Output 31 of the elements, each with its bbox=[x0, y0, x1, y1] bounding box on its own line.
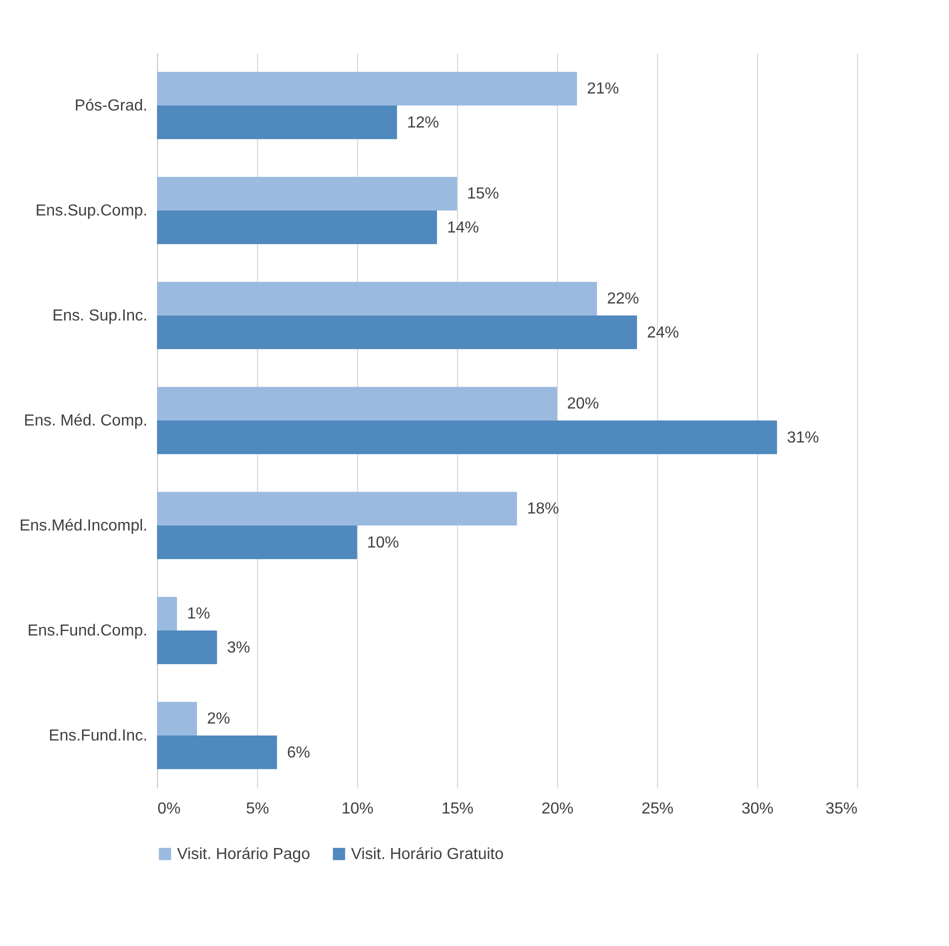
data-label: 10% bbox=[367, 534, 400, 552]
data-label: 14% bbox=[447, 219, 480, 236]
legend-label: Visit. Horário Gratuito bbox=[351, 846, 504, 863]
data-label: 15% bbox=[467, 186, 500, 203]
x-tick-label: 20% bbox=[541, 800, 574, 818]
x-tick-label: 35% bbox=[825, 800, 858, 818]
y-tick-label: Ens.Sup.Comp. bbox=[35, 202, 148, 220]
y-tick-label: Ens.Fund.Comp. bbox=[27, 622, 148, 640]
data-label: 6% bbox=[287, 744, 310, 762]
data-label: 31% bbox=[787, 429, 820, 446]
x-tick-label: 5% bbox=[246, 800, 270, 818]
y-tick-label: Ens. Sup.Inc. bbox=[52, 308, 148, 324]
data-label: 1% bbox=[187, 606, 210, 623]
data-label: 18% bbox=[527, 500, 560, 518]
x-tick-label: 30% bbox=[741, 800, 774, 818]
data-label: 2% bbox=[207, 710, 230, 728]
y-tick-label: Ens.Fund.Inc. bbox=[48, 728, 148, 744]
x-tick-label: 10% bbox=[341, 800, 374, 818]
y-tick-label: Ens. Méd. Comp. bbox=[24, 412, 148, 430]
x-tick-label: 0% bbox=[158, 800, 181, 818]
y-tick-label: Pós-Grad. bbox=[74, 98, 148, 114]
data-label: 21% bbox=[587, 80, 620, 98]
x-tick-label: 25% bbox=[641, 800, 674, 818]
data-label: 22% bbox=[607, 290, 640, 308]
data-label: 3% bbox=[227, 639, 250, 656]
data-label: 24% bbox=[647, 324, 680, 342]
data-label: 20% bbox=[567, 396, 600, 413]
legend-label: Visit. Horário Pago bbox=[177, 846, 310, 863]
y-tick-label: Ens.Méd.Incompl. bbox=[19, 518, 148, 534]
data-label: 12% bbox=[407, 114, 440, 132]
x-tick-label: 15% bbox=[441, 800, 474, 818]
